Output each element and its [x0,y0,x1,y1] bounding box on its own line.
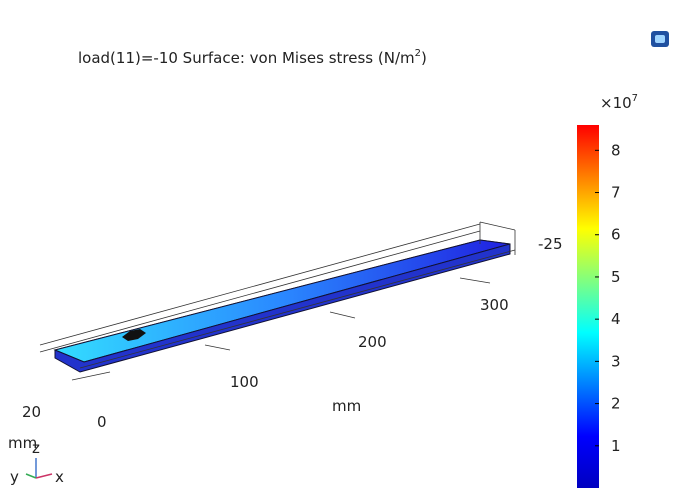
axis-label: mm [332,397,361,415]
colorbar-tick-label: 4 [611,310,621,328]
axis-label: x [55,468,64,486]
axis-label: z [32,439,40,457]
plot-title: load(11)=-10 Surface: von Mises stress (… [78,48,427,67]
colorbar [577,125,599,488]
colorbar-tick-label: 1 [611,437,621,455]
axis-triad [26,458,52,478]
geometry [40,222,515,380]
colorbar-tick-label: 6 [611,226,621,244]
colorbar-tick-label: 3 [611,352,621,370]
colorbar-tick-label: 7 [611,184,621,202]
plot-window: load(11)=-10 Surface: von Mises stress (… [0,0,694,492]
axis-label: 100 [230,373,259,391]
axis-label: 20 [22,403,41,421]
colorbar-tick-label: 5 [611,268,621,286]
colorbar-multiplier: ×107 [600,93,638,112]
colorbar-tick-label: 8 [611,141,621,159]
axis-label: 300 [480,296,509,314]
app-icon-inner [655,35,665,43]
colorbar-tick-label: 2 [611,395,621,413]
axis-label: 0 [97,413,107,431]
axis-label: -25 [538,235,563,253]
axis-label: y [10,468,19,486]
axis-label: 200 [358,333,387,351]
